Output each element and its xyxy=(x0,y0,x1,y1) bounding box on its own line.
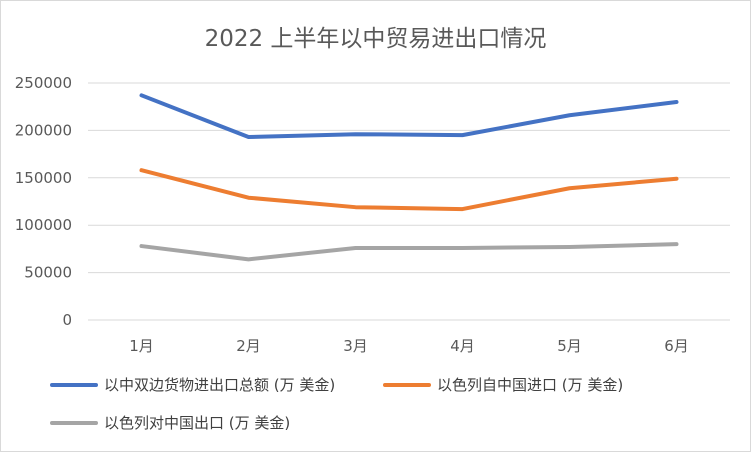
legend: 以中双边货物进出口总额 (万 美金) 以色列自中国进口 (万 美金) 以色列对中… xyxy=(0,372,751,442)
y-tick-label: 200000 xyxy=(15,121,72,139)
chart-title: 2022 上半年以中贸易进出口情况 xyxy=(204,26,547,52)
legend-label-exports: 以色列对中国出口 (万 美金) xyxy=(104,414,291,432)
x-tick-label: 1月 xyxy=(129,337,154,355)
y-tick-label: 100000 xyxy=(15,216,72,234)
x-tick-label: 5月 xyxy=(557,337,582,355)
y-tick-label: 50000 xyxy=(24,264,72,282)
y-tick-label: 150000 xyxy=(15,169,72,187)
x-tick-label: 2月 xyxy=(236,337,261,355)
x-tick-label: 4月 xyxy=(450,337,475,355)
legend-swatch-imports xyxy=(383,382,431,387)
legend-swatch-exports xyxy=(50,420,98,425)
legend-item-exports: 以色列对中国出口 (万 美金) xyxy=(50,412,290,433)
legend-swatch-total xyxy=(50,382,98,387)
legend-label-imports: 以色列自中国进口 (万 美金) xyxy=(437,376,624,394)
y-tick-label: 250000 xyxy=(15,74,72,92)
legend-label-total: 以中双边货物进出口总额 (万 美金) xyxy=(104,376,336,394)
y-tick-label: 0 xyxy=(62,311,72,329)
legend-item-total: 以中双边货物进出口总额 (万 美金) xyxy=(50,374,335,395)
series-line-total xyxy=(139,93,679,140)
x-tick-label: 3月 xyxy=(343,337,368,355)
legend-item-imports: 以色列自中国进口 (万 美金) xyxy=(383,374,623,395)
series-line-exports xyxy=(139,242,679,262)
series-line-imports xyxy=(139,168,679,212)
x-tick-label: 6月 xyxy=(664,337,689,355)
